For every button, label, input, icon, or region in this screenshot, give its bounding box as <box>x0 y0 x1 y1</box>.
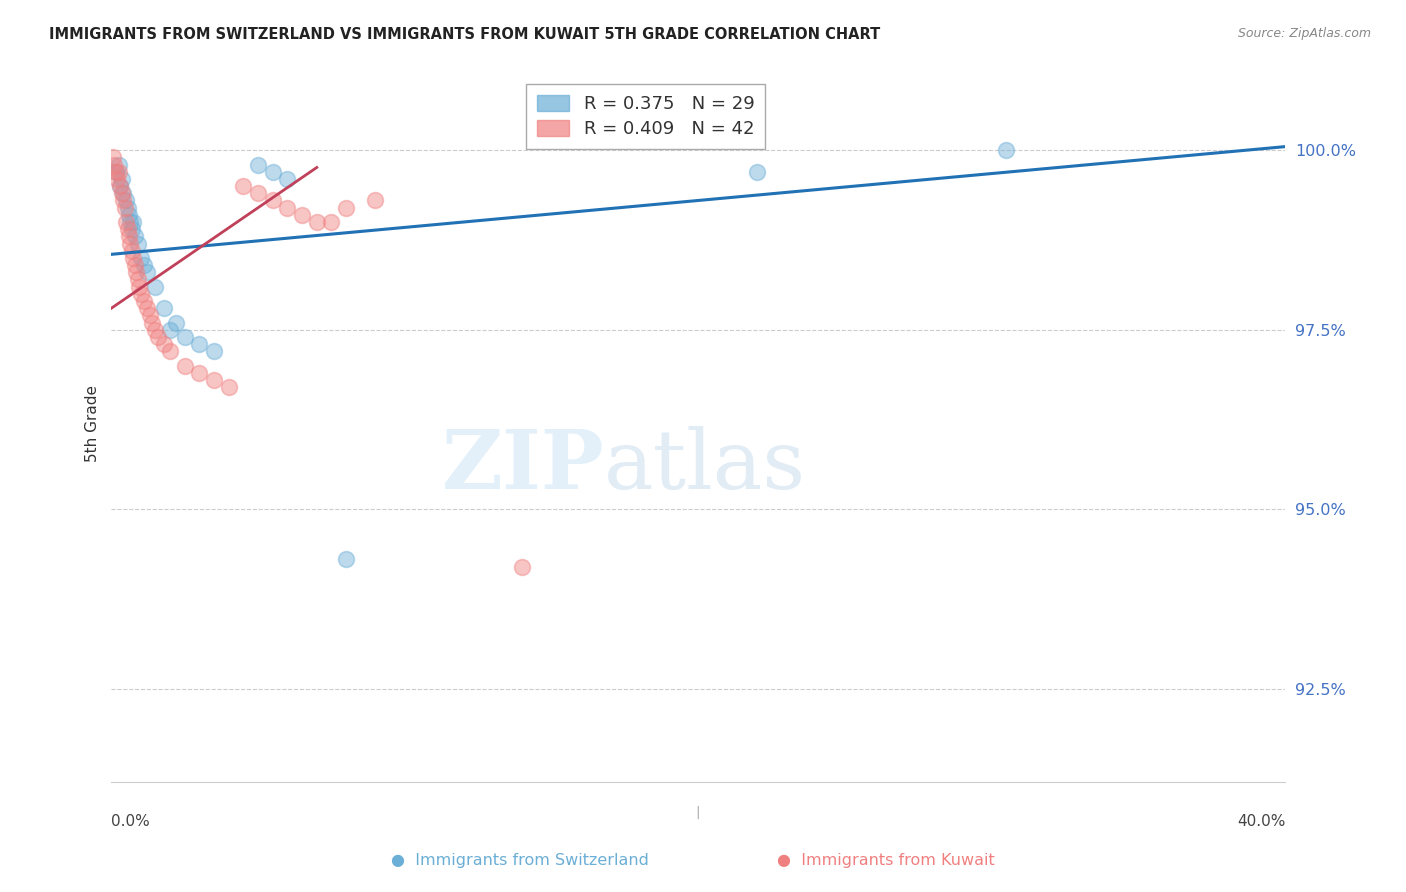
Point <box>276 201 298 215</box>
Point <box>135 301 157 315</box>
Y-axis label: 5th Grade: 5th Grade <box>86 384 100 461</box>
Point <box>112 186 135 201</box>
Point <box>122 215 145 229</box>
Point <box>321 215 343 229</box>
Point <box>132 293 155 308</box>
Point <box>117 222 139 236</box>
Point <box>114 201 136 215</box>
Point <box>202 344 225 359</box>
Point <box>262 165 284 179</box>
Point <box>305 215 328 229</box>
Point <box>188 366 211 380</box>
Point <box>127 236 149 251</box>
Point <box>103 158 125 172</box>
Point <box>138 309 160 323</box>
Point <box>745 165 768 179</box>
Point <box>202 373 225 387</box>
Point <box>135 265 157 279</box>
Point <box>110 179 132 194</box>
Point <box>145 279 167 293</box>
Point <box>232 179 254 194</box>
Point <box>276 172 298 186</box>
Text: ZIP: ZIP <box>441 426 605 506</box>
Point <box>112 194 135 208</box>
Point <box>364 194 387 208</box>
Point <box>145 323 167 337</box>
Point <box>129 251 152 265</box>
Point <box>118 208 141 222</box>
Point <box>107 158 129 172</box>
Point <box>124 258 146 272</box>
Point <box>291 208 314 222</box>
Point <box>121 244 143 258</box>
Point <box>127 272 149 286</box>
Point <box>111 172 134 186</box>
Text: IMMIGRANTS FROM SWITZERLAND VS IMMIGRANTS FROM KUWAIT 5TH GRADE CORRELATION CHAR: IMMIGRANTS FROM SWITZERLAND VS IMMIGRANT… <box>49 27 880 42</box>
Point <box>105 172 128 186</box>
Point <box>120 236 142 251</box>
Point <box>159 344 181 359</box>
Text: ●  Immigrants from Kuwait: ● Immigrants from Kuwait <box>778 853 994 868</box>
Point <box>132 258 155 272</box>
Point <box>510 559 533 574</box>
Point <box>110 179 132 194</box>
Point <box>125 265 148 279</box>
Point <box>247 186 270 201</box>
Point <box>111 186 134 201</box>
Point <box>173 330 195 344</box>
Point <box>122 251 145 265</box>
Point <box>115 194 138 208</box>
Point <box>115 215 138 229</box>
Point <box>107 165 129 179</box>
Point <box>117 201 139 215</box>
Point <box>124 229 146 244</box>
Text: 0.0%: 0.0% <box>111 814 150 830</box>
Point <box>247 158 270 172</box>
Point <box>121 222 143 236</box>
Text: Source: ZipAtlas.com: Source: ZipAtlas.com <box>1237 27 1371 40</box>
Point <box>159 323 181 337</box>
Point <box>173 359 195 373</box>
Point <box>165 316 187 330</box>
Point <box>104 165 127 179</box>
Point <box>995 143 1018 157</box>
Point <box>148 330 170 344</box>
Point <box>335 552 357 566</box>
Point <box>104 165 127 179</box>
Point <box>141 316 163 330</box>
Text: ●  Immigrants from Switzerland: ● Immigrants from Switzerland <box>391 853 650 868</box>
Point <box>120 215 142 229</box>
Point <box>335 201 357 215</box>
Point <box>188 337 211 351</box>
Point <box>129 286 152 301</box>
Text: 40.0%: 40.0% <box>1237 814 1285 830</box>
Point <box>128 279 150 293</box>
Text: atlas: atlas <box>605 426 807 506</box>
Point <box>101 150 124 164</box>
Point <box>218 380 240 394</box>
Legend: R = 0.375   N = 29, R = 0.409   N = 42: R = 0.375 N = 29, R = 0.409 N = 42 <box>526 84 765 149</box>
Point <box>118 229 141 244</box>
Point <box>153 301 176 315</box>
Point <box>153 337 176 351</box>
Point <box>262 194 284 208</box>
